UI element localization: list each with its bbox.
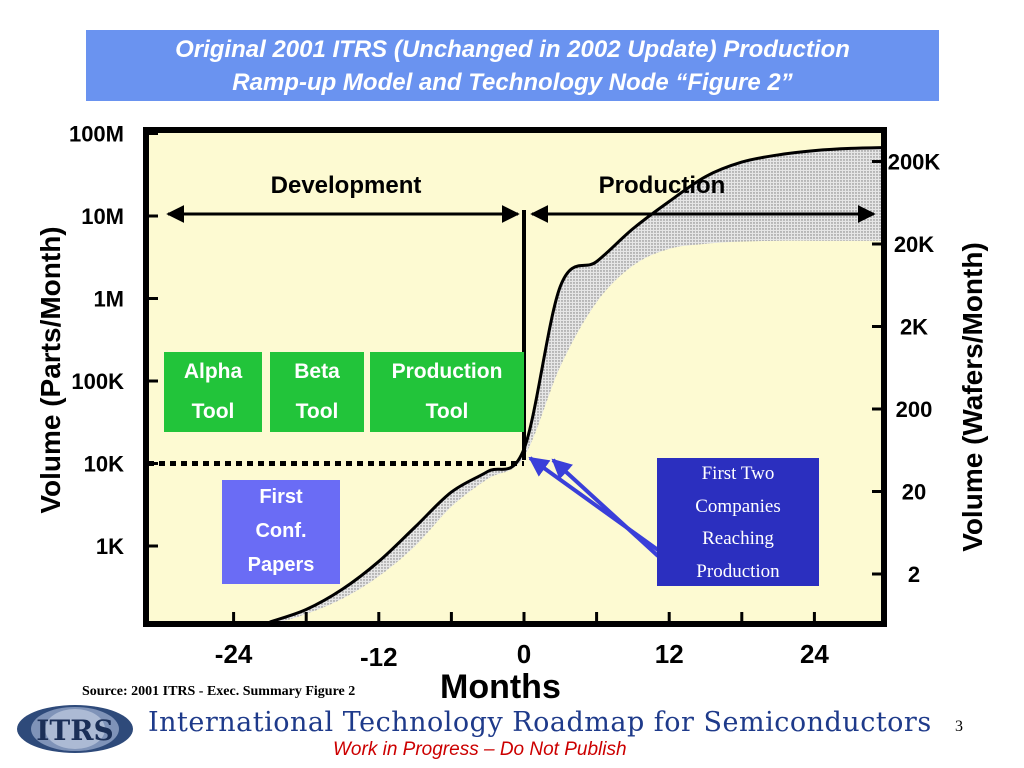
y-tick-label-right: 200	[896, 397, 933, 422]
beta-tool-box: Beta Tool	[270, 352, 364, 432]
y-tick-label-right: 20K	[894, 232, 934, 257]
itrs-logo: ITRS	[17, 705, 133, 753]
page-number: 3	[955, 718, 963, 735]
alpha-tool-line1: Alpha	[183, 360, 243, 383]
companies-line4: Production	[696, 560, 780, 582]
x-axis-label: Months	[440, 668, 561, 706]
callout-arrows	[528, 456, 660, 558]
logo-text: ITRS	[36, 714, 113, 747]
source-note: Source: 2001 ITRS - Exec. Summary Figure…	[82, 684, 356, 699]
production-tool-line2: Tool	[425, 400, 469, 423]
ramp-band	[272, 147, 881, 621]
title-line-2: Ramp-up Model and Technology Node “Figur…	[232, 69, 793, 96]
y-tick-label-right: 2K	[900, 315, 928, 340]
alpha-tool-box: Alpha Tool	[164, 352, 262, 432]
first-two-companies-box: First Two Companies Reaching Production	[657, 458, 819, 586]
footer-note: Work in Progress – Do Not Publish	[333, 739, 627, 760]
conf-line1: First	[259, 486, 303, 508]
x-tick-label: 0	[517, 639, 531, 669]
companies-line1: First Two	[701, 463, 775, 484]
companies-line3: Reaching	[702, 528, 774, 549]
x-tick-label: -24	[215, 639, 253, 669]
footer-organization: International Technology Roadmap for Sem…	[148, 707, 932, 738]
phase-label-development: Development	[271, 172, 422, 199]
title-line-1: Original 2001 ITRS (Unchanged in 2002 Up…	[175, 36, 850, 63]
production-tool-box: Production Tool	[370, 352, 524, 432]
ramp-band-fill	[272, 147, 881, 621]
y-ticks: 1K 10K 100K 1M 10M 100M 2 20 200 2K 20K 200K	[69, 122, 940, 588]
y-tick-label-left: 1M	[93, 287, 124, 312]
phase-markers	[148, 205, 876, 466]
x-ticks: -24 -12 0 12 24	[215, 612, 829, 672]
y-axis-label-left: Volume (Parts/Month)	[35, 226, 66, 513]
conf-line2: Conf.	[255, 520, 307, 542]
chart-title: Original 2001 ITRS (Unchanged in 2002 Up…	[86, 33, 939, 99]
production-tool-line1: Production	[391, 360, 503, 383]
beta-tool-line2: Tool	[295, 400, 339, 423]
companies-line2: Companies	[695, 495, 781, 517]
y-tick-label-left: 1K	[96, 534, 124, 559]
y-axis-label-right: Volume (Wafers/Month)	[957, 242, 988, 552]
conf-line3: Papers	[247, 554, 315, 576]
phase-label-production: Production	[599, 172, 726, 199]
y-tick-label-right: 20	[902, 480, 926, 505]
y-tick-label-left: 100K	[71, 369, 124, 394]
y-tick-label-left: 10K	[84, 452, 124, 477]
x-tick-label: 12	[655, 639, 684, 669]
alpha-tool-line2: Tool	[191, 400, 235, 423]
x-tick-label: -12	[360, 642, 398, 672]
y-tick-label-right: 200K	[888, 150, 941, 175]
y-tick-label-right: 2	[908, 562, 920, 587]
first-conf-papers-box: First Conf. Papers	[222, 480, 340, 584]
y-tick-label-left: 10M	[81, 204, 124, 229]
callout-arrow-2	[551, 458, 660, 558]
x-tick-label: 24	[800, 639, 829, 669]
ramp-curves	[269, 146, 881, 621]
title-banner: Original 2001 ITRS (Unchanged in 2002 Up…	[86, 30, 939, 101]
beta-tool-line1: Beta	[294, 360, 340, 383]
y-tick-label-left: 100M	[69, 122, 124, 147]
series-upper-line	[269, 146, 881, 621]
